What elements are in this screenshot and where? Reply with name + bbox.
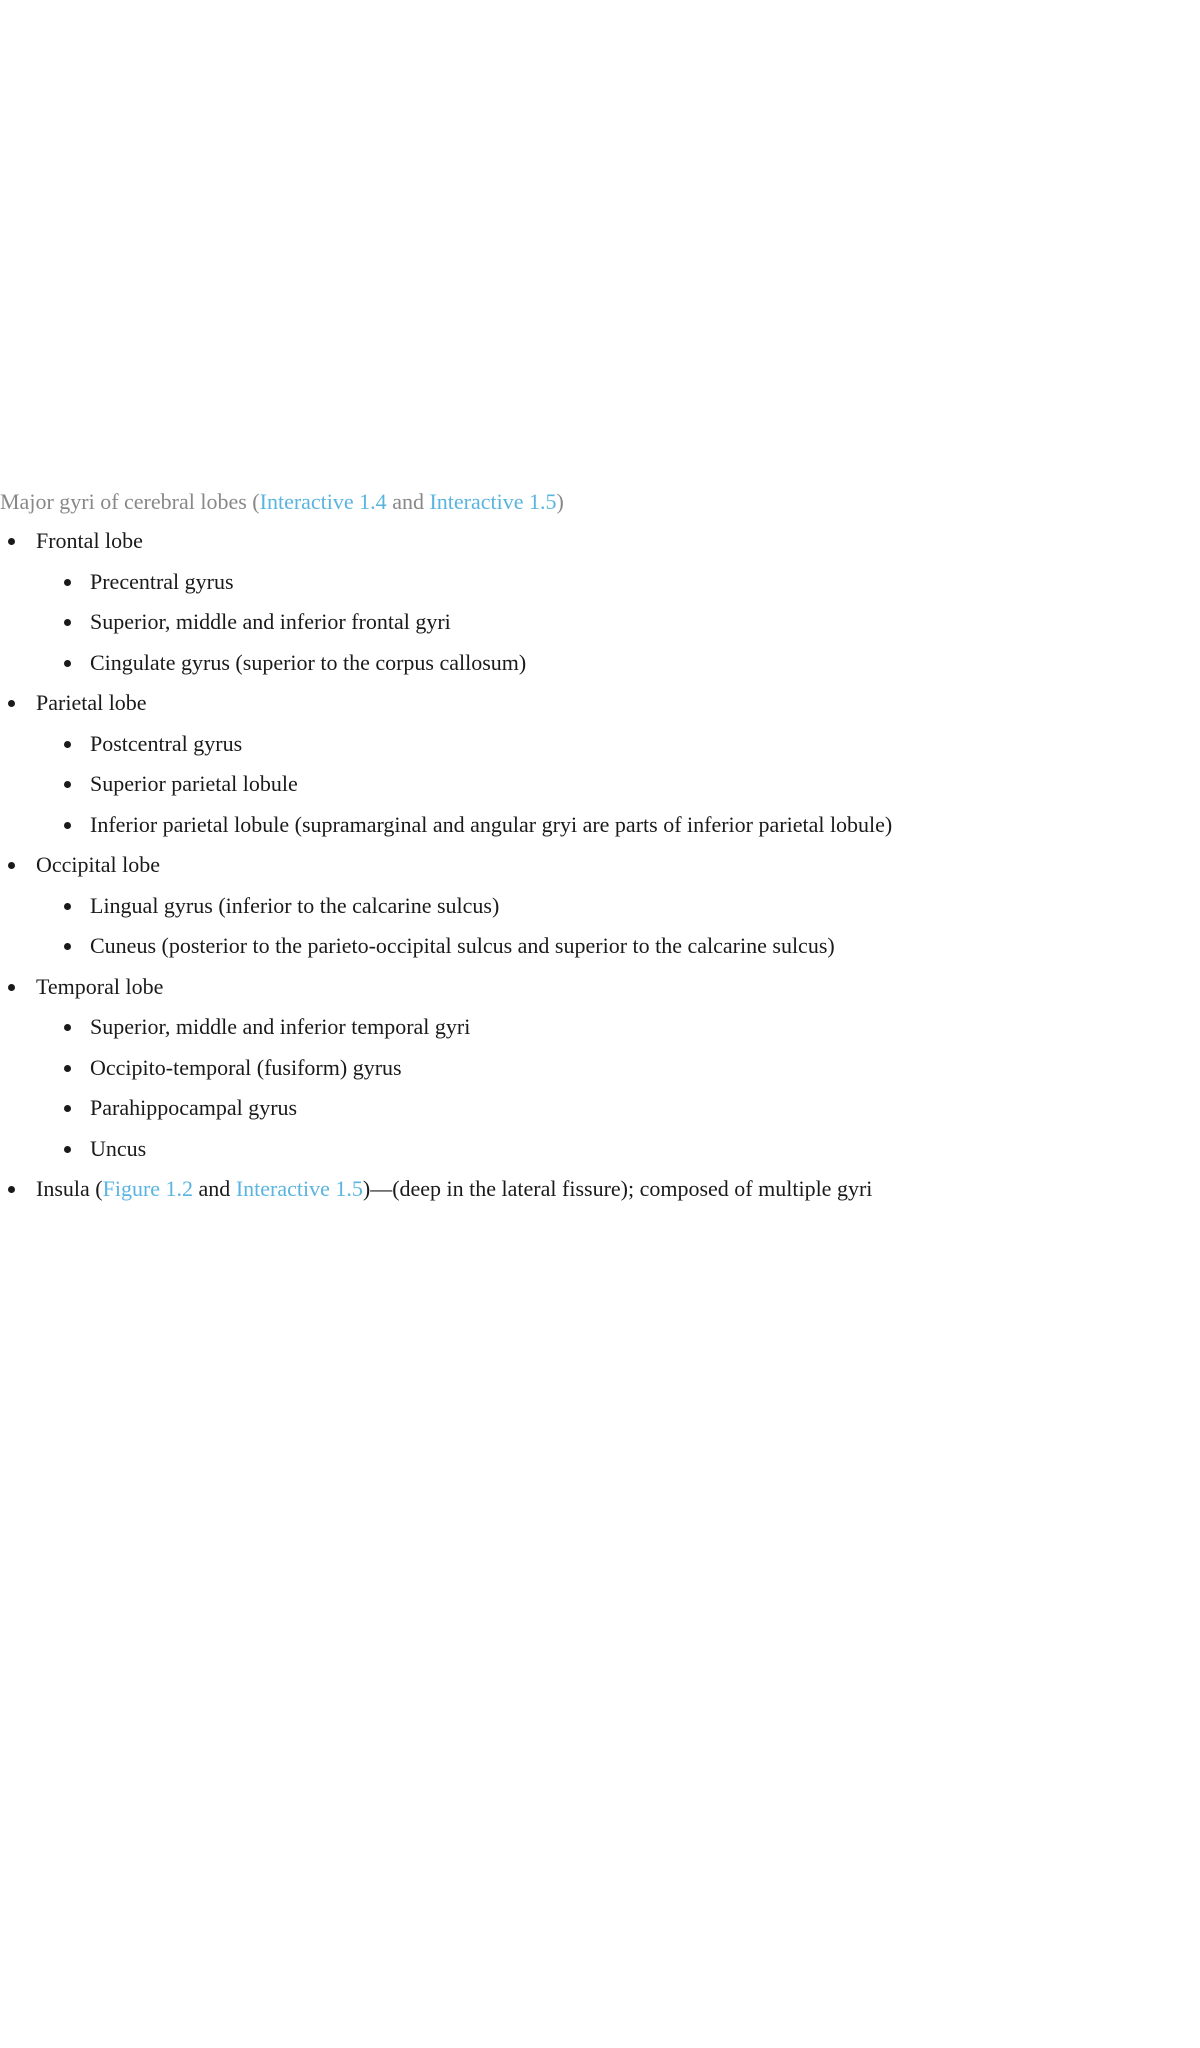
list-item: Lingual gyrus (inferior to the calcarine… bbox=[84, 887, 1190, 926]
list-item: Inferior parietal lobule (supramarginal … bbox=[84, 806, 1190, 845]
list-item: Superior parietal lobule bbox=[84, 765, 1190, 804]
list-item: Uncus bbox=[84, 1130, 1190, 1169]
sublist: Postcentral gyrus Superior parietal lobu… bbox=[36, 725, 1190, 845]
heading-mid: and bbox=[387, 489, 430, 514]
insula-suffix: )—(deep in the lateral fissure); compose… bbox=[363, 1176, 873, 1201]
list-item: Temporal lobe Superior, middle and infer… bbox=[28, 968, 1190, 1169]
lobe-label: Parietal lobe bbox=[36, 690, 147, 715]
sublist: Precentral gyrus Superior, middle and in… bbox=[36, 563, 1190, 683]
list-item: Postcentral gyrus bbox=[84, 725, 1190, 764]
list-item: Occipito-temporal (fusiform) gyrus bbox=[84, 1049, 1190, 1088]
list-item: Frontal lobe Precentral gyrus Superior, … bbox=[28, 522, 1190, 682]
link-interactive-1-5[interactable]: Interactive 1.5 bbox=[429, 489, 556, 514]
link-interactive-1-4[interactable]: Interactive 1.4 bbox=[260, 489, 387, 514]
list-item: Cuneus (posterior to the parieto-occipit… bbox=[84, 927, 1190, 966]
link-interactive-1-5-b[interactable]: Interactive 1.5 bbox=[236, 1176, 363, 1201]
link-figure-1-2[interactable]: Figure 1.2 bbox=[103, 1176, 193, 1201]
list-item: Superior, middle and inferior temporal g… bbox=[84, 1008, 1190, 1047]
list-item: Parahippocampal gyrus bbox=[84, 1089, 1190, 1128]
lobe-label: Frontal lobe bbox=[36, 528, 143, 553]
list-item: Precentral gyrus bbox=[84, 563, 1190, 602]
heading-suffix: ) bbox=[557, 489, 564, 514]
sublist: Superior, middle and inferior temporal g… bbox=[36, 1008, 1190, 1168]
heading-prefix: Major gyri of cerebral lobes ( bbox=[0, 489, 260, 514]
list-item: Parietal lobe Postcentral gyrus Superior… bbox=[28, 684, 1190, 844]
list-item: Occipital lobe Lingual gyrus (inferior t… bbox=[28, 846, 1190, 966]
lobe-list: Frontal lobe Precentral gyrus Superior, … bbox=[0, 522, 1190, 1209]
insula-prefix: Insula ( bbox=[36, 1176, 103, 1201]
insula-mid: and bbox=[193, 1176, 236, 1201]
top-whitespace bbox=[0, 0, 1190, 485]
list-item: Cingulate gyrus (superior to the corpus … bbox=[84, 644, 1190, 683]
list-item-insula: Insula (Figure 1.2 and Interactive 1.5)—… bbox=[28, 1170, 1190, 1209]
lobe-label: Temporal lobe bbox=[36, 974, 163, 999]
sublist: Lingual gyrus (inferior to the calcarine… bbox=[36, 887, 1190, 966]
section-heading: Major gyri of cerebral lobes (Interactiv… bbox=[0, 485, 1190, 518]
lobe-label: Occipital lobe bbox=[36, 852, 160, 877]
list-item: Superior, middle and inferior frontal gy… bbox=[84, 603, 1190, 642]
